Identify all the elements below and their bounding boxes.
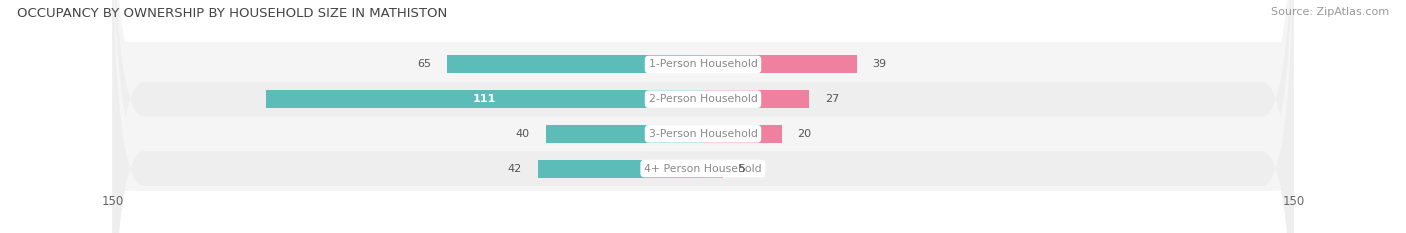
Text: 65: 65 (418, 59, 432, 69)
Text: 4+ Person Household: 4+ Person Household (644, 164, 762, 174)
Text: 111: 111 (472, 94, 496, 104)
Bar (537, 160, 703, 178)
Bar (266, 90, 703, 108)
Bar (703, 125, 782, 143)
Text: 20: 20 (797, 129, 811, 139)
Text: 39: 39 (872, 59, 886, 69)
Text: 5: 5 (738, 164, 745, 174)
FancyBboxPatch shape (112, 0, 1294, 233)
Text: 40: 40 (516, 129, 530, 139)
FancyBboxPatch shape (112, 0, 1294, 233)
FancyBboxPatch shape (112, 0, 1294, 233)
Text: 1-Person Household: 1-Person Household (648, 59, 758, 69)
Text: 3-Person Household: 3-Person Household (648, 129, 758, 139)
Text: 27: 27 (825, 94, 839, 104)
Text: 42: 42 (508, 164, 522, 174)
Bar (703, 55, 856, 73)
Text: OCCUPANCY BY OWNERSHIP BY HOUSEHOLD SIZE IN MATHISTON: OCCUPANCY BY OWNERSHIP BY HOUSEHOLD SIZE… (17, 7, 447, 20)
FancyBboxPatch shape (112, 0, 1294, 233)
Bar (703, 160, 723, 178)
Text: 2-Person Household: 2-Person Household (648, 94, 758, 104)
Bar (447, 55, 703, 73)
Bar (546, 125, 703, 143)
Bar (703, 90, 810, 108)
Text: Source: ZipAtlas.com: Source: ZipAtlas.com (1271, 7, 1389, 17)
